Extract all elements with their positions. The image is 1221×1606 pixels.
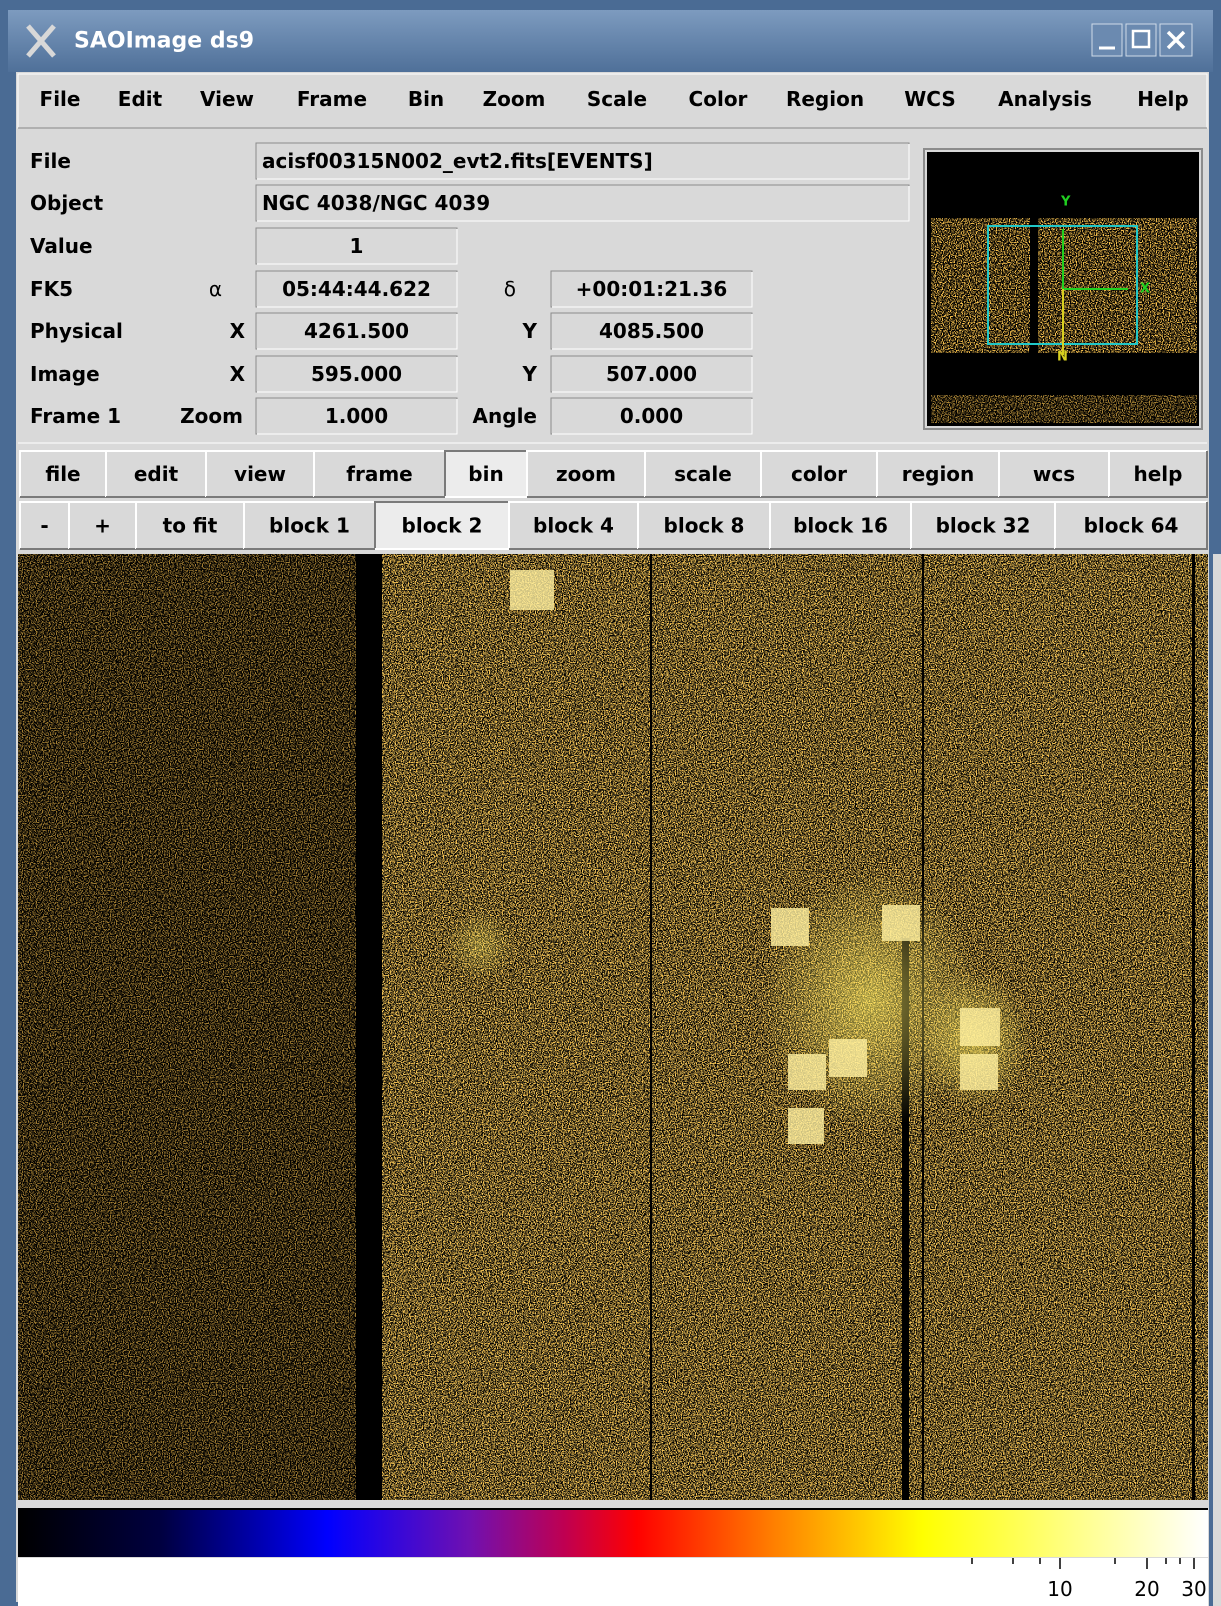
info-label: α bbox=[209, 277, 222, 301]
info-label: Y bbox=[522, 362, 538, 386]
info-value: 4261.500 bbox=[304, 319, 409, 343]
info-value: NGC 4038/NGC 4039 bbox=[262, 191, 490, 215]
toolbar-button-label[interactable]: help bbox=[1134, 462, 1183, 486]
menu-item[interactable]: Region bbox=[786, 87, 864, 111]
info-value: 507.000 bbox=[606, 362, 697, 386]
info-label: Frame 1 bbox=[30, 404, 121, 428]
toolbar-button-label[interactable]: color bbox=[791, 462, 847, 486]
info-label: Angle bbox=[473, 404, 537, 428]
maximize-button[interactable] bbox=[1126, 24, 1156, 56]
colorbar-tick-label: 30 bbox=[1181, 1577, 1206, 1601]
colorbar-tick-label: 10 bbox=[1047, 1577, 1072, 1601]
info-value: +00:01:21.36 bbox=[576, 277, 728, 301]
bin-button-label[interactable]: block 16 bbox=[793, 514, 888, 538]
toolbar-button-label[interactable]: frame bbox=[346, 462, 412, 486]
toolbar-button-label[interactable]: region bbox=[902, 462, 975, 486]
toolbar-button-label[interactable]: wcs bbox=[1033, 462, 1075, 486]
info-label: Physical bbox=[30, 319, 123, 343]
toolbar-button-label[interactable]: bin bbox=[468, 462, 503, 486]
info-label: Y bbox=[522, 319, 538, 343]
bin-button-label[interactable]: block 2 bbox=[402, 514, 483, 538]
info-value: 4085.500 bbox=[599, 319, 704, 343]
menu-item[interactable]: Analysis bbox=[998, 87, 1092, 111]
bin-button-label[interactable]: + bbox=[94, 514, 111, 538]
info-value: 1.000 bbox=[325, 404, 388, 428]
image-frame bbox=[18, 554, 1208, 1500]
bin-button-label[interactable]: block 1 bbox=[269, 514, 350, 538]
compass-label: X bbox=[1140, 282, 1150, 297]
menu-item[interactable]: Scale bbox=[587, 87, 647, 111]
info-value: 05:44:44.622 bbox=[282, 277, 431, 301]
bin-button-label[interactable]: block 64 bbox=[1084, 514, 1179, 538]
bin-button-label[interactable]: - bbox=[40, 514, 48, 538]
info-label: FK5 bbox=[30, 277, 73, 301]
toolbar-button-label[interactable]: view bbox=[234, 462, 286, 486]
ds9-window: SAOImage ds9 File Edit View Frame Bin Zoom Sca… bbox=[0, 0, 1221, 1606]
info-value: 595.000 bbox=[311, 362, 402, 386]
window-title: SAOImage ds9 bbox=[74, 29, 254, 54]
bin-button-label[interactable]: to fit bbox=[163, 514, 218, 538]
info-label: δ bbox=[504, 277, 516, 301]
info-label: Object bbox=[30, 191, 104, 215]
minimize-button[interactable] bbox=[1092, 24, 1122, 56]
toolbar-button-label[interactable]: file bbox=[45, 462, 80, 486]
menu-item[interactable]: Bin bbox=[408, 87, 444, 111]
info-label: X bbox=[230, 362, 246, 386]
toolbar-button-label[interactable]: scale bbox=[674, 462, 732, 486]
colorbar-tick-label: 20 bbox=[1134, 1577, 1159, 1601]
bin-button-label[interactable]: block 8 bbox=[664, 514, 745, 538]
page: SAOImage ds9 File Edit View Frame Bin Zoom Sca… bbox=[0, 0, 1221, 1606]
compass-label: N bbox=[1057, 350, 1068, 365]
menu-item[interactable]: WCS bbox=[904, 87, 956, 111]
compass-label: Y bbox=[1060, 195, 1071, 210]
window-controls bbox=[1092, 24, 1192, 56]
bin-button-label[interactable]: block 32 bbox=[936, 514, 1031, 538]
info-value: acisf00315N002_evt2.fits[EVENTS] bbox=[262, 149, 653, 173]
info-value: 1 bbox=[350, 234, 364, 258]
menu-item[interactable]: Frame bbox=[297, 87, 367, 111]
info-label: X bbox=[230, 319, 246, 343]
menu-item[interactable]: File bbox=[40, 87, 81, 111]
toolbar-button-label[interactable]: zoom bbox=[556, 462, 616, 486]
menu-item[interactable]: Zoom bbox=[483, 87, 546, 111]
info-label: File bbox=[30, 149, 71, 173]
bin-button-label[interactable]: block 4 bbox=[533, 514, 614, 538]
menu-item[interactable]: Color bbox=[689, 87, 748, 111]
info-value: 0.000 bbox=[620, 404, 683, 428]
panner: Y X N bbox=[924, 149, 1202, 429]
menu-item[interactable]: Help bbox=[1137, 87, 1188, 111]
info-label: Value bbox=[30, 234, 93, 258]
info-label: Zoom bbox=[180, 404, 243, 428]
menu-item[interactable]: View bbox=[200, 87, 254, 111]
menu-item[interactable]: Edit bbox=[118, 87, 163, 111]
info-label: Image bbox=[30, 362, 100, 386]
toolbar-button-label[interactable]: edit bbox=[134, 462, 179, 486]
